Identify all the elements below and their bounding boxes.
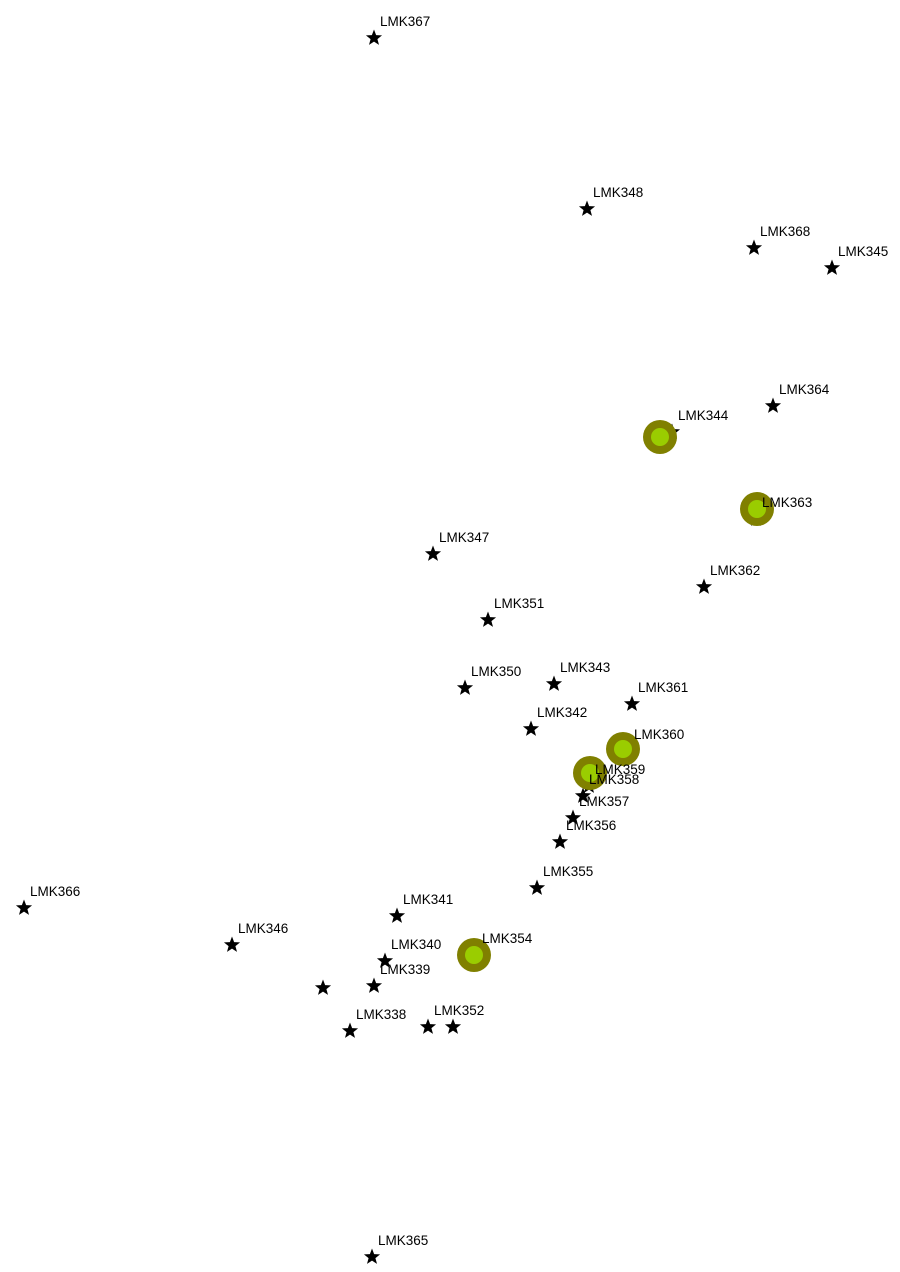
highlight-circle-icon[interactable] [573,756,607,790]
landmark-star-icon[interactable] [444,1018,462,1034]
landmark-label: LMK348 [593,185,643,200]
landmark-label: LMK359 [595,762,645,777]
landmark-star-icon[interactable] [363,1248,381,1264]
landmark-label: LMK358 [589,772,639,787]
landmark-star-icon[interactable] [376,952,394,968]
landmark-label: LMK346 [238,921,288,936]
landmark-label: LMK360 [634,727,684,742]
landmark-label: LMK350 [471,664,521,679]
landmark-label: LMK338 [356,1007,406,1022]
highlight-circle-inner [651,428,669,446]
landmark-star-icon[interactable] [695,578,713,594]
landmark-star-icon[interactable] [341,1022,359,1038]
highlight-circle-icon[interactable] [606,732,640,766]
highlight-circle-inner [465,946,483,964]
landmark-star-icon[interactable] [545,675,563,691]
landmark-label: LMK344 [678,408,729,423]
landmark-label: LMK339 [380,962,430,977]
landmark-star-icon[interactable] [574,787,592,803]
landmark-star-icon[interactable] [365,977,383,993]
landmark-label: LMK361 [638,680,688,695]
highlight-circle-icon[interactable] [457,938,491,972]
landmark-label: LMK347 [439,530,489,545]
landmark-star-icon[interactable] [419,1018,437,1034]
landmark-star-icon[interactable] [551,833,569,849]
landmark-star-icon[interactable] [564,809,582,825]
landmark-label: LMK362 [710,563,760,578]
landmark-star-icon[interactable] [823,259,841,275]
landmark-label: LMK363 [762,495,812,510]
landmark-label: LMK365 [378,1233,428,1248]
landmark-label: LMK342 [537,705,587,720]
landmark-label: LMK351 [494,596,544,611]
landmark-star-icon[interactable] [764,397,782,413]
landmark-star-icon[interactable] [223,936,241,952]
landmark-label: LMK366 [30,884,80,899]
landmark-label: LMK343 [560,660,610,675]
landmark-label: LMK364 [779,382,830,397]
highlight-markers [457,420,774,972]
landmark-label: LMK354 [482,931,533,946]
landmark-labels: LMK367 LMK348 LMK368 LMK345 LMK364 LMK344 LMK3… [30,14,888,1248]
landmark-star-icon[interactable] [388,907,406,923]
landmark-label: LMK356 [566,818,616,833]
landmark-label: LMK345 [838,244,888,259]
landmark-star-icon[interactable] [15,899,33,915]
highlight-circle-inner [614,740,632,758]
highlight-circle-inner [581,764,599,782]
landmark-star-icon[interactable] [745,239,763,255]
landmark-star-icon[interactable] [528,879,546,895]
landmark-label: LMK355 [543,864,593,879]
landmark-star-icon[interactable] [578,200,596,216]
highlight-circle-inner [748,500,766,518]
landmark-label: LMK357 [579,794,629,809]
landmark-label: LMK367 [380,14,430,29]
landmark-star-icon[interactable] [456,679,474,695]
landmark-star-icon[interactable] [479,611,497,627]
landmark-label: LMK340 [391,937,441,952]
landmark-star-icon[interactable] [522,720,540,736]
landmark-star-icon[interactable] [365,29,383,45]
landmark-label: LMK341 [403,892,453,907]
landmark-star-icon[interactable] [314,979,332,995]
landmark-star-icon[interactable] [424,545,442,561]
highlight-circle-icon[interactable] [643,420,677,454]
highlight-circle-icon[interactable] [740,492,774,526]
landmark-label: LMK368 [760,224,810,239]
landmark-star-icon[interactable] [623,695,641,711]
landmark-label: LMK352 [434,1003,484,1018]
